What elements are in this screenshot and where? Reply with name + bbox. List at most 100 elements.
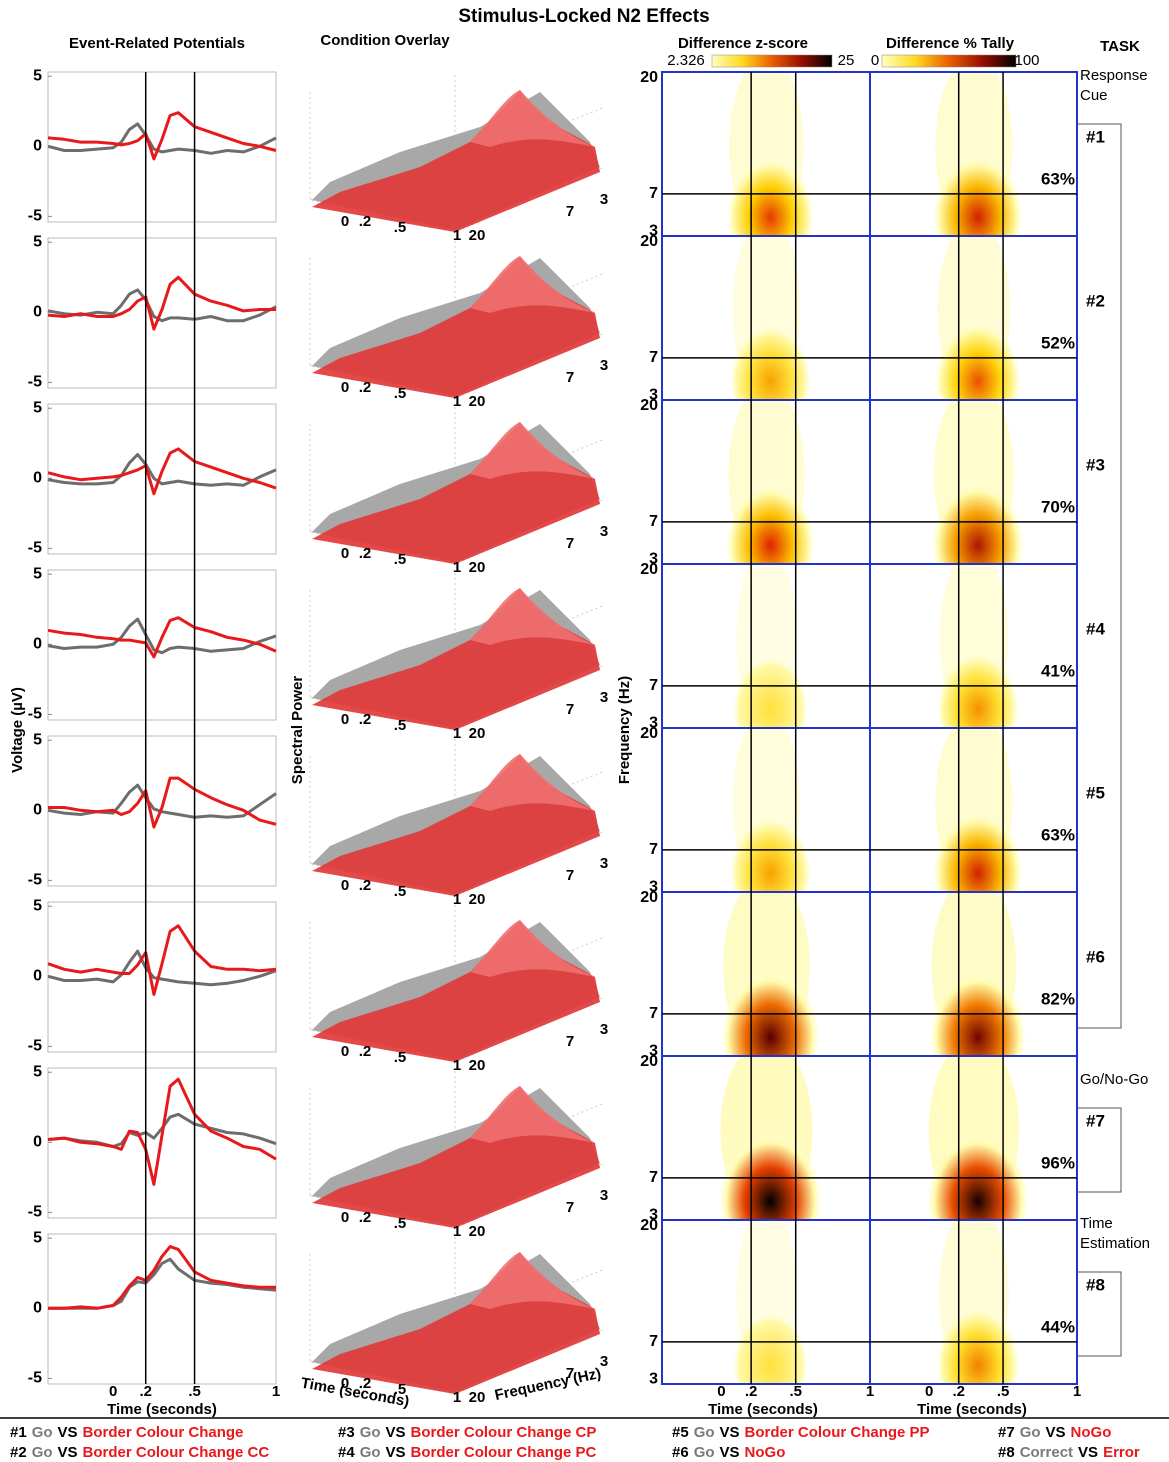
y-tick-label: -5 <box>28 208 42 225</box>
x-tick-label: .5 <box>789 1383 802 1400</box>
y-tick-label: 20 <box>640 1053 658 1070</box>
heat-row <box>726 72 1024 236</box>
legend-id: #1 <box>10 1424 27 1441</box>
f-tick-label: 7 <box>566 867 574 884</box>
task-row-label: #5 <box>1086 783 1105 802</box>
y-tick-label: -5 <box>28 872 42 889</box>
heat-row <box>732 1220 1020 1384</box>
zscore-header: Difference z-score <box>678 35 808 52</box>
y-tick-label: 0 <box>33 138 42 155</box>
legend-b: Border Colour Change <box>83 1424 244 1441</box>
x-tick-label: .5 <box>394 1215 407 1232</box>
y-tick-label: -5 <box>28 374 42 391</box>
red-peak <box>470 256 595 313</box>
x-tick-label: .2 <box>359 213 372 230</box>
y-tick-label: -5 <box>28 1038 42 1055</box>
x-tick-label: .2 <box>359 1209 372 1226</box>
x-tick-label: 1 <box>1073 1383 1081 1400</box>
task-group-label: Estimation <box>1080 1235 1150 1252</box>
erp-line <box>47 288 277 323</box>
y-tick-label: -5 <box>28 1204 42 1221</box>
legend-entry: #5 Go VS Border Colour Change PP <box>672 1424 930 1441</box>
x-tick-label: 0 <box>341 877 349 894</box>
legend-entry: #6 Go VS NoGo <box>672 1444 785 1461</box>
x-tick-label: 1 <box>453 1057 461 1074</box>
y-tick-label: 20 <box>640 1217 658 1234</box>
legend-a: Go <box>360 1444 381 1461</box>
heat-blob <box>729 817 812 892</box>
erp-y-label: Voltage (µV) <box>9 687 26 773</box>
y-tick-label: 3 <box>649 551 658 568</box>
task-row-label: #1 <box>1086 127 1105 146</box>
legend-b: Border Colour Change PC <box>411 1444 597 1461</box>
f-tick-label: 7 <box>566 535 574 552</box>
legend-id: #3 <box>338 1424 355 1441</box>
x-tick-label: 1 <box>453 227 461 244</box>
task-group-label: Response <box>1080 67 1148 84</box>
surface-plot <box>309 1068 606 1229</box>
f-tick-label: 7 <box>566 203 574 220</box>
x-tick-label: 0 <box>341 711 349 728</box>
y-tick-label: 3 <box>649 879 658 896</box>
heat-blob <box>936 1308 1020 1384</box>
x-tick-label: 1 <box>272 1383 280 1400</box>
f-tick-label: 20 <box>469 1389 486 1406</box>
x-tick-label: 0 <box>341 545 349 562</box>
y-tick-label: 7 <box>649 513 658 530</box>
tally-label: 82% <box>1041 989 1075 1008</box>
y-tick-label: 3 <box>649 1371 658 1388</box>
erp-line <box>47 949 277 987</box>
erp-panel <box>47 901 277 1053</box>
y-tick-label: 5 <box>33 1063 42 1080</box>
f-tick-label: 3 <box>600 523 608 540</box>
x-tick-label: .5 <box>394 219 407 236</box>
task-row-label: #8 <box>1086 1275 1105 1294</box>
heat-blob <box>936 653 1020 728</box>
heat-blob <box>726 158 815 236</box>
spectral-header: Condition Overlay <box>320 32 450 49</box>
erp-x-label: Time (seconds) <box>107 1401 217 1418</box>
y-tick-label: 20 <box>640 561 658 578</box>
y-tick-label: -5 <box>28 706 42 723</box>
legend-entry: #4 Go VS Border Colour Change PC <box>338 1444 597 1461</box>
legend-entry: #3 Go VS Border Colour Change CP <box>338 1424 596 1441</box>
y-tick-label: 5 <box>33 67 42 84</box>
legend-a: Go <box>32 1424 53 1441</box>
legend-entry: #8 Correct VS Error <box>998 1444 1140 1461</box>
erp-panel <box>47 403 277 555</box>
colorbar-label: 25 <box>838 52 855 69</box>
legend-entry: #2 Go VS Border Colour Change CC <box>10 1444 269 1461</box>
f-tick-label: 3 <box>600 689 608 706</box>
legend-a: Go <box>694 1424 715 1441</box>
erp-line <box>47 617 277 655</box>
heat-blob <box>934 322 1022 400</box>
heat-blob <box>725 485 816 564</box>
y-tick-label: 3 <box>649 223 658 240</box>
erp-panel <box>47 569 277 721</box>
x-tick-label: 1 <box>453 1389 461 1406</box>
colorbar-label: 0 <box>871 52 879 69</box>
x-tick-label: .5 <box>394 1049 407 1066</box>
x-tick-label: .2 <box>952 1383 965 1400</box>
legend-b: Error <box>1103 1444 1140 1461</box>
x-tick-label: 1 <box>866 1383 874 1400</box>
y-tick-label: 7 <box>649 185 658 202</box>
y-tick-label: 5 <box>33 1229 42 1246</box>
x-tick-label: 0 <box>341 1209 349 1226</box>
f-tick-label: 7 <box>566 369 574 386</box>
y-tick-label: 3 <box>649 387 658 404</box>
x-tick-label: .2 <box>359 711 372 728</box>
legend-a: Go <box>360 1424 381 1441</box>
f-tick-label: 20 <box>469 725 486 742</box>
legend-id: #4 <box>338 1444 355 1461</box>
x-tick-label: .2 <box>359 545 372 562</box>
surface-plot <box>309 902 606 1063</box>
x-tick-label: 0 <box>341 379 349 396</box>
x-tick-label: .5 <box>997 1383 1010 1400</box>
legend-id: #2 <box>10 1444 27 1461</box>
legend-entry: #7 Go VS NoGo <box>998 1424 1111 1441</box>
legend-vs: VS <box>386 1444 406 1461</box>
y-tick-label: 3 <box>649 715 658 732</box>
tally-label: 63% <box>1041 169 1075 188</box>
erp-line <box>47 453 277 487</box>
